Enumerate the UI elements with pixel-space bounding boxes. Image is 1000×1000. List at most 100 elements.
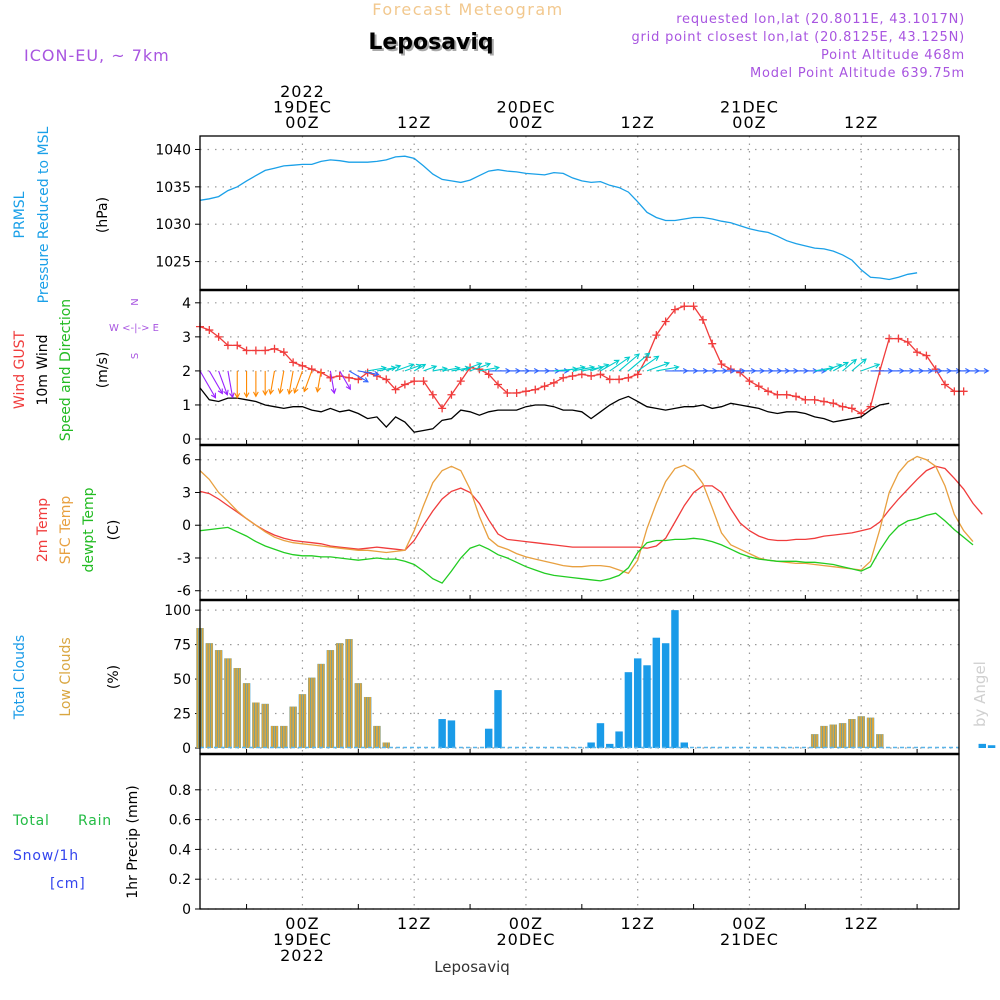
y-tick-label: -6 — [177, 584, 191, 600]
low-cloud-bar — [280, 725, 283, 748]
low-cloud-bar — [338, 643, 341, 748]
panel-2: -6 -3 0 3 6 — [177, 444, 983, 601]
panel-3: 0 25 50 75 100 — [164, 599, 996, 757]
low-cloud-bar — [257, 702, 260, 748]
series-dewpt-temp — [199, 512, 974, 584]
low-cloud-bar — [382, 742, 385, 748]
gust-marker — [382, 375, 391, 384]
low-cloud-bar — [862, 716, 865, 748]
gust-marker — [652, 331, 661, 340]
rain-label: Rain — [78, 813, 112, 829]
low-cloud-bar — [226, 658, 229, 748]
y-tick-label: 0.4 — [169, 842, 191, 858]
gust-marker — [950, 387, 959, 396]
gust-marker — [410, 377, 419, 386]
gust-marker — [521, 387, 530, 396]
low-cloud-bar — [387, 742, 390, 748]
wind-arrow — [460, 362, 482, 372]
gust-marker — [559, 373, 568, 382]
wind-arrow — [199, 370, 216, 399]
y-tick-label: 25 — [173, 707, 191, 723]
gust-marker — [866, 402, 875, 411]
wind-arrow — [208, 370, 223, 394]
wind-arrow-head — [634, 353, 640, 359]
y-tick-label: 0.6 — [169, 813, 191, 829]
gust-marker — [698, 315, 707, 324]
low-cloud-bar — [844, 723, 847, 748]
low-cloud-bar — [229, 658, 232, 748]
wind-arrow — [628, 352, 650, 372]
total-cloud-bar — [661, 643, 670, 748]
y-tick-label: 1030 — [155, 217, 191, 233]
gust-marker — [447, 390, 456, 399]
gust-marker — [289, 358, 298, 367]
low-cloud-bar — [308, 677, 311, 748]
low-cloud-bar — [326, 650, 329, 748]
bottom-time-label: 12Z — [844, 914, 878, 933]
gust-marker — [894, 334, 903, 343]
compass-we: W <-|-> E — [109, 323, 159, 334]
low-cloud-bar — [364, 696, 367, 748]
gust-marker — [596, 370, 605, 379]
gust-marker — [233, 341, 242, 350]
y-tick-label: 0.8 — [169, 783, 191, 799]
wind-arrow — [442, 367, 460, 372]
gust-marker — [540, 382, 549, 391]
cm-label: [cm] — [50, 876, 85, 892]
low-cloud-bar — [375, 725, 378, 748]
gust-marker — [941, 380, 950, 389]
wind-arrow-head — [624, 356, 631, 362]
y-tick-label: 3 — [182, 485, 191, 501]
compass-n: N — [130, 298, 141, 305]
y-tick-label: 0 — [182, 902, 191, 918]
top-time-label: 21DEC — [720, 98, 779, 117]
precip-ylabel: 1hr Precip (mm) — [125, 785, 141, 898]
gust-marker — [745, 377, 754, 386]
low-cloud-bar — [841, 723, 844, 748]
gust-marker — [661, 317, 670, 326]
low-cloud-bar — [834, 724, 837, 748]
wind-arrow — [590, 364, 609, 372]
ms-label: (m/s) — [95, 352, 111, 389]
wind-arrow — [646, 362, 670, 372]
gust-marker — [680, 302, 689, 311]
low-cloud-bar — [872, 717, 875, 748]
low-cloud-bar — [350, 639, 353, 748]
wind-arrow — [395, 363, 414, 372]
gust-marker — [819, 397, 828, 406]
low-cloud-bar — [224, 658, 227, 748]
total-cloud-bar — [652, 637, 661, 748]
low-cloud-bar — [217, 650, 220, 748]
wind-arrow — [600, 359, 620, 372]
panel-frame — [199, 753, 960, 910]
low-cloud-bar — [385, 742, 388, 748]
low-cloud-bar — [275, 725, 278, 748]
gust-marker — [475, 365, 484, 374]
wind-arrow — [861, 363, 880, 372]
wind-arrow-head — [484, 362, 492, 368]
gust-marker — [792, 392, 801, 401]
wind-arrow-head — [842, 361, 849, 367]
gust-marker — [782, 390, 791, 399]
wind-arrow-head — [420, 363, 427, 370]
low-cloud-bar — [816, 734, 819, 748]
low-cloud-bar — [359, 683, 362, 748]
gust-marker — [261, 346, 270, 355]
wind-arrow — [269, 370, 276, 394]
wind-arrow-head — [223, 389, 229, 396]
snow-label: Snow/1h — [13, 848, 79, 864]
low-cloud-bar — [210, 643, 213, 748]
wind-arrow — [339, 370, 351, 390]
low-cloud-bar — [322, 663, 325, 748]
bottom-time-label: 12Z — [621, 914, 655, 933]
total-label: Total — [12, 813, 50, 829]
y-tick-label: 0 — [182, 518, 191, 534]
total-cloud-bar — [587, 742, 595, 748]
total-cloud-bar — [978, 743, 987, 748]
gust-marker — [223, 341, 232, 350]
panel-1: 0 1 2 3 4 — [182, 289, 990, 448]
low-cloud-bar — [345, 639, 348, 748]
total-cloud-bar — [606, 743, 614, 748]
gust-marker — [633, 370, 642, 379]
top-time-label: 12Z — [621, 113, 655, 132]
